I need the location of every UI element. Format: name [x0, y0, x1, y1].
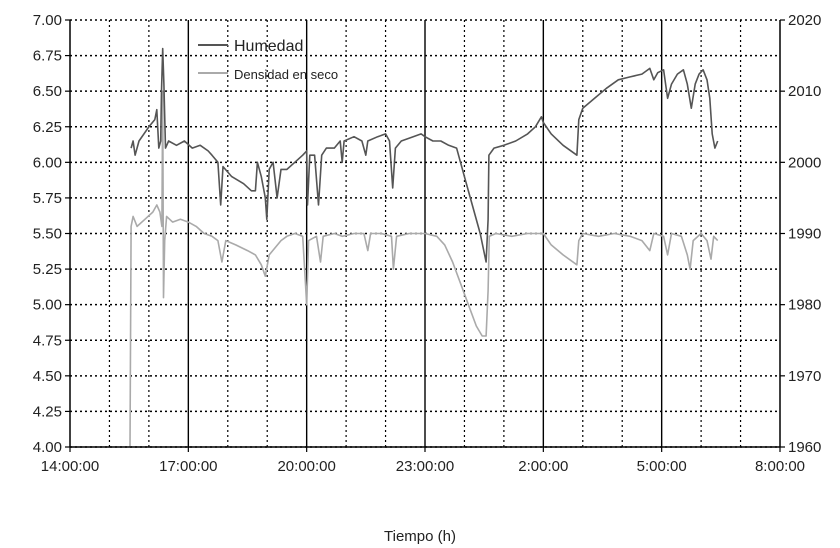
y-tick-label: 4.75: [33, 332, 62, 349]
y-tick-label: 4.50: [33, 368, 62, 385]
series-line-humedad: [130, 47, 719, 263]
y2-tick-label: 1980: [788, 297, 821, 314]
y2-tick-label: 1970: [788, 368, 821, 385]
x-tick-label: 14:00:00: [41, 458, 99, 475]
y-tick-label: 6.75: [33, 48, 62, 65]
y-tick-label: 6.50: [33, 83, 62, 100]
x-tick-label: 17:00:00: [159, 458, 217, 475]
y2-tick-label: 1990: [788, 226, 821, 243]
legend-label-densidad: Densidad en seco: [234, 67, 338, 82]
axes: [65, 19, 785, 452]
series-line-densidad-en-seco: [129, 90, 719, 448]
y-tick-label: 5.50: [33, 226, 62, 243]
y-tick-label: 4.00: [33, 439, 62, 456]
y-tick-label: 5.00: [33, 297, 62, 314]
y-tick-label: 7.00: [33, 12, 62, 29]
y2-tick-label: 2020: [788, 12, 821, 29]
y-tick-label: 5.75: [33, 190, 62, 207]
y-tick-label: 4.25: [33, 403, 62, 420]
legend-label-humedad: Humedad: [234, 38, 303, 55]
x-tick-label: 2:00:00: [518, 458, 568, 475]
x-tick-label: 23:00:00: [396, 458, 454, 475]
y2-tick-label: 1960: [788, 439, 821, 456]
x-tick-label: 20:00:00: [277, 458, 335, 475]
y-tick-label: 6.00: [33, 154, 62, 171]
grid: [70, 19, 780, 448]
y-tick-label: 6.25: [33, 119, 62, 136]
series-layer: [129, 47, 719, 448]
x-tick-label: 5:00:00: [637, 458, 687, 475]
legend: Humedad Densidad en seco: [198, 38, 338, 82]
y-tick-label: 5.25: [33, 261, 62, 278]
x-tick-label: 8:00:00: [755, 458, 805, 475]
x-axis-title: Tiempo (h): [384, 528, 456, 545]
tick-labels: 4.00 4.25 4.50 4.75 5.00 5.25 5.50 5.75 6.00 6.25…: [33, 12, 822, 475]
y2-tick-label: 2010: [788, 83, 821, 100]
y2-tick-label: 2000: [788, 154, 821, 171]
